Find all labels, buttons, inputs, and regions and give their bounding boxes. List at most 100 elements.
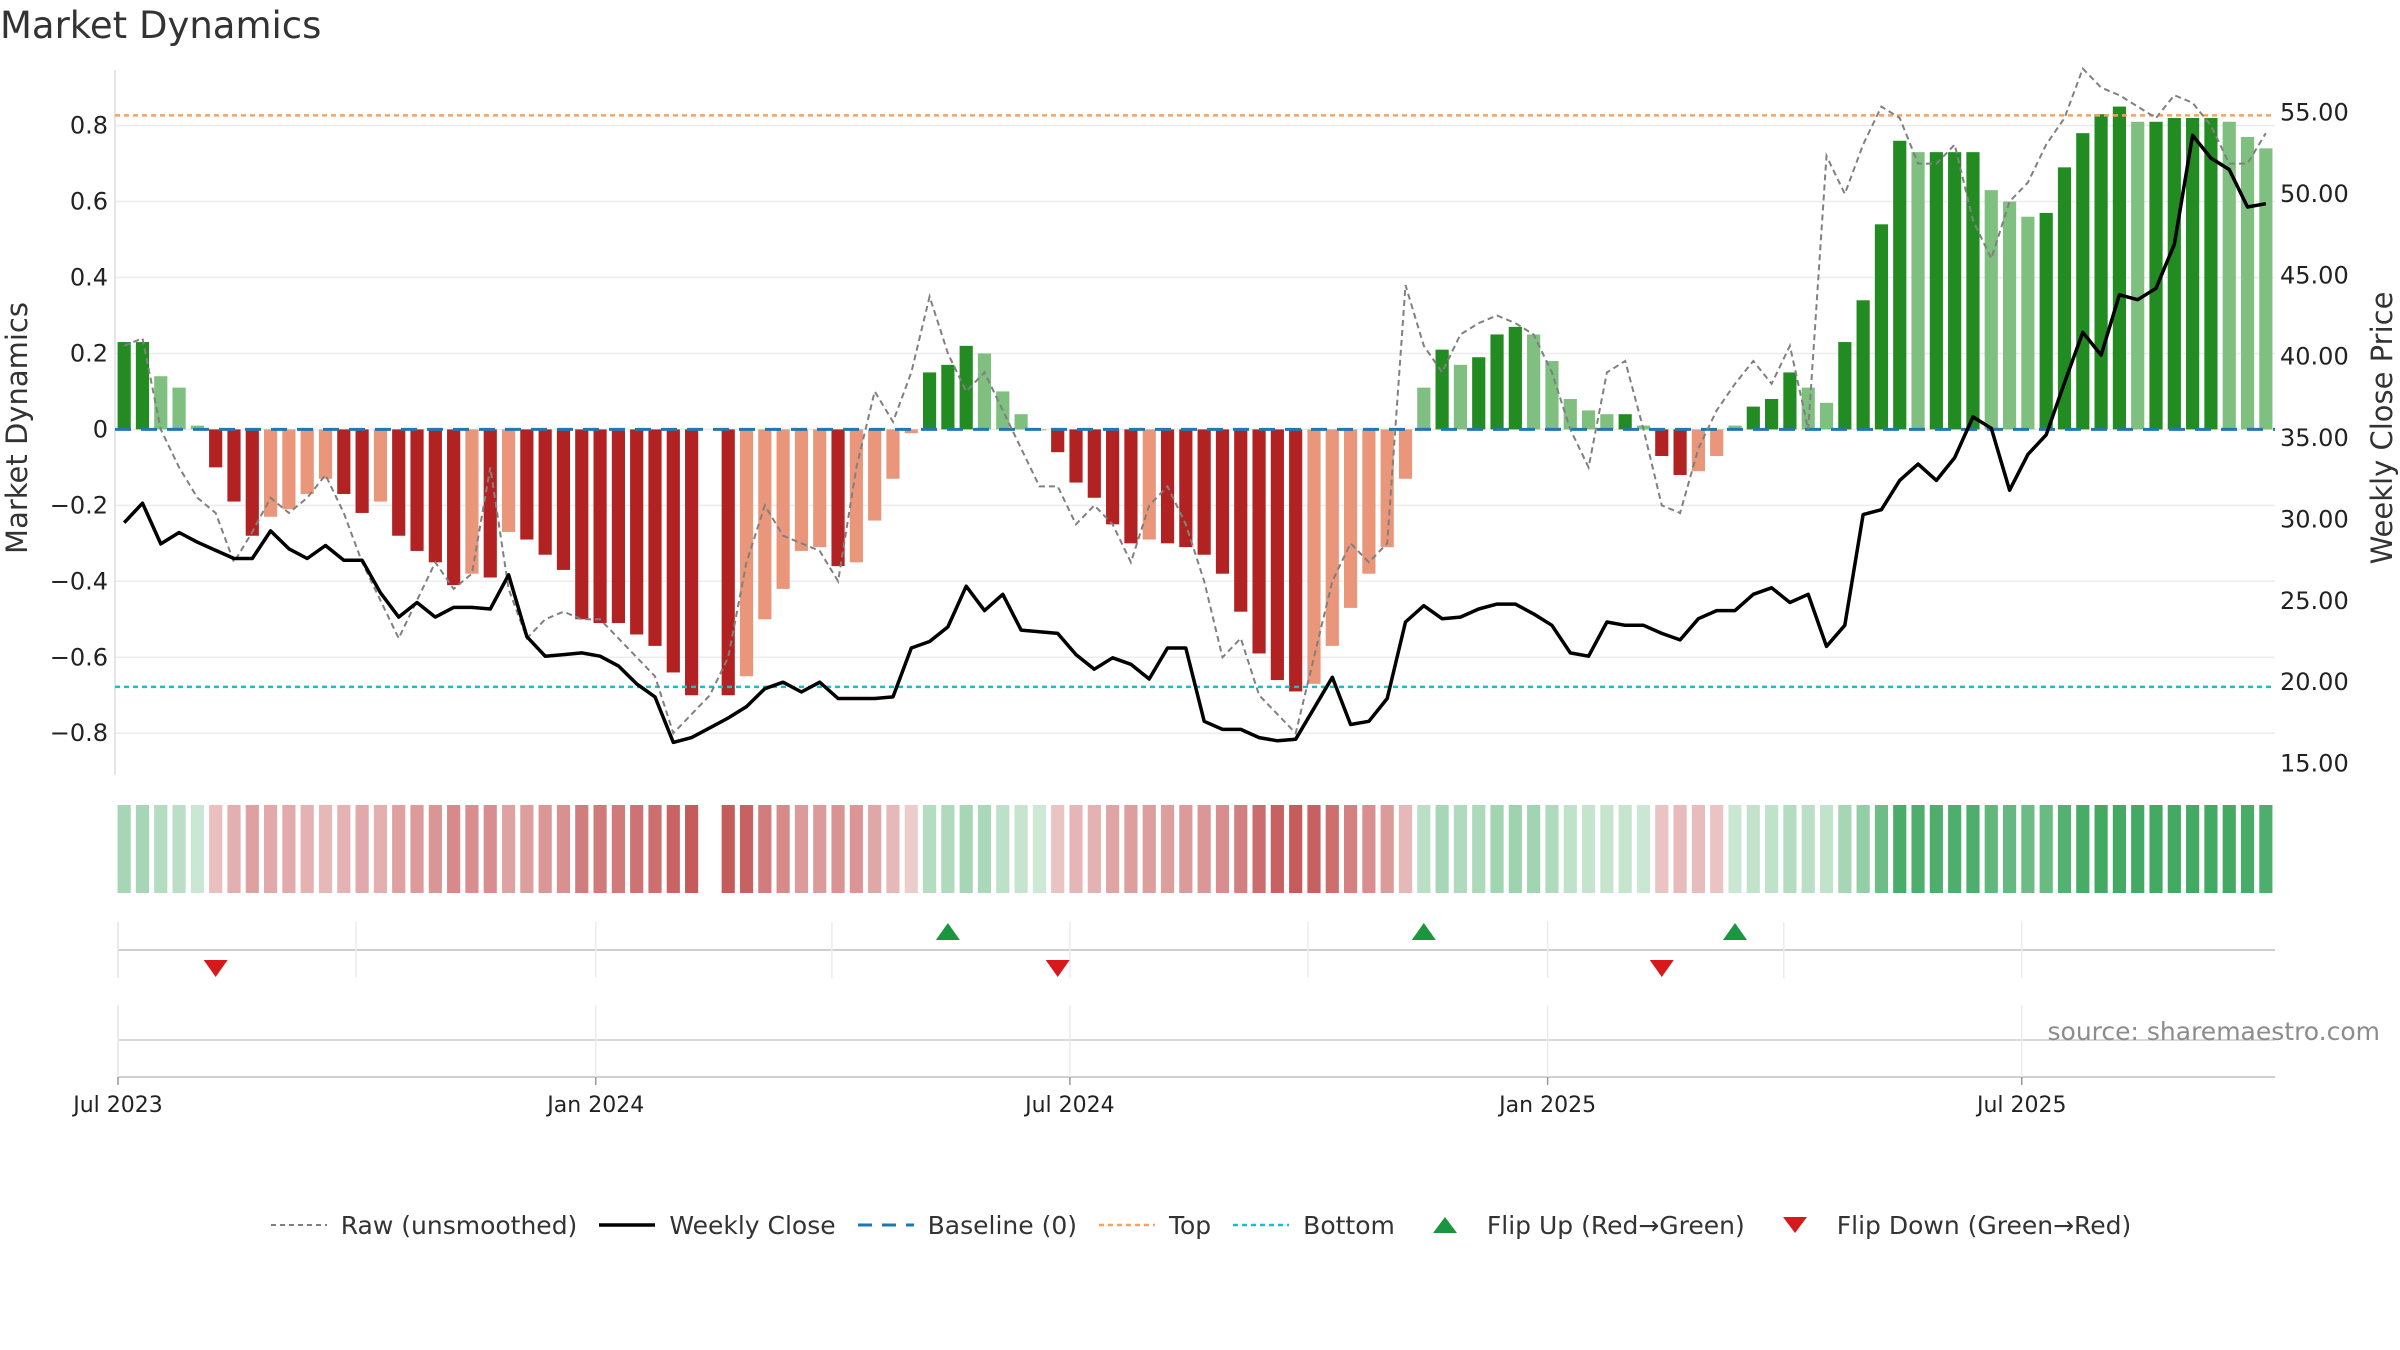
y-tick-label-right: 30.00 xyxy=(2280,505,2349,533)
heat-cell xyxy=(428,805,442,893)
triangle-down-icon xyxy=(1782,1217,1807,1233)
bar xyxy=(593,429,607,624)
y-tick-label-right: 55.00 xyxy=(2280,99,2349,127)
bar xyxy=(1435,349,1449,430)
heat-cell xyxy=(648,805,662,893)
legend-label: Bottom xyxy=(1303,1210,1395,1240)
heat-cell xyxy=(1472,805,1486,893)
bar xyxy=(1472,357,1486,430)
bar xyxy=(1398,429,1413,479)
bar xyxy=(1124,429,1138,544)
heat-cell xyxy=(1948,805,1962,893)
bar xyxy=(2076,133,2090,430)
weekly-close-series xyxy=(122,133,2267,745)
heat-cell xyxy=(575,805,589,893)
legend-item-close: Weekly Close xyxy=(597,1211,836,1240)
heat-cell xyxy=(483,805,497,893)
heat-cell xyxy=(904,805,918,893)
y-tick-label: 0.6 xyxy=(70,188,108,216)
bar xyxy=(483,429,497,578)
heat-cell xyxy=(1581,805,1596,893)
bar xyxy=(465,429,479,574)
heat-cell xyxy=(2094,805,2108,893)
bar xyxy=(1307,429,1321,684)
bar xyxy=(1051,429,1065,453)
heat-cell xyxy=(886,805,900,893)
bar xyxy=(1215,429,1230,574)
bar xyxy=(2149,121,2163,430)
heat-cell xyxy=(318,805,333,893)
heat-cell xyxy=(813,805,827,893)
bar xyxy=(1966,152,1980,430)
bar xyxy=(648,429,662,646)
heat-cell xyxy=(1289,805,1303,893)
bar xyxy=(813,429,827,548)
bar xyxy=(1179,429,1193,548)
bar xyxy=(1911,152,1925,430)
heat-cell xyxy=(1838,805,1852,893)
y-tick-label-right: 20.00 xyxy=(2280,668,2349,696)
bar xyxy=(1234,429,1248,612)
bar xyxy=(666,429,680,673)
y-axis-title-left: Market Dynamics xyxy=(0,302,34,554)
heat-cell xyxy=(2131,805,2145,893)
bar xyxy=(1069,429,1083,483)
bar xyxy=(190,425,204,430)
bar xyxy=(1014,414,1028,430)
bar xyxy=(630,429,644,635)
heat-cell xyxy=(1069,805,1083,893)
bar xyxy=(2002,201,2017,430)
y-tick-label: 0.8 xyxy=(70,112,108,140)
heat-cell xyxy=(1051,805,1065,893)
heat-cell xyxy=(1655,805,1669,893)
heat-cell xyxy=(941,805,955,893)
legend-item-raw: Raw (unsmoothed) xyxy=(269,1211,577,1240)
heat-cell xyxy=(1032,805,1046,893)
bar xyxy=(355,429,369,513)
heat-cell xyxy=(922,805,937,893)
y-tick-label-right: 35.00 xyxy=(2280,424,2349,452)
bar xyxy=(337,429,351,494)
source-note: source: sharemaestro.com xyxy=(2048,1017,2381,1046)
bar xyxy=(1691,429,1705,472)
bar xyxy=(849,429,863,563)
y-tick-label-right: 25.00 xyxy=(2280,587,2349,615)
y-tick-label-right: 40.00 xyxy=(2280,343,2349,371)
y-axis-right: 55.00 50.00 45.00 40.00 35.00 30.00 25.00 20.00… xyxy=(2280,99,2349,778)
bar xyxy=(209,429,223,468)
heat-cell xyxy=(1819,805,1834,893)
bar xyxy=(318,429,333,479)
heat-cell xyxy=(2039,805,2053,893)
bar xyxy=(1929,152,1943,430)
legend-label: Flip Down (Green→Red) xyxy=(1836,1210,2132,1240)
heat-cell xyxy=(538,805,552,893)
y-tick-label: −0.8 xyxy=(50,719,108,747)
heat-cell xyxy=(1710,805,1724,893)
flip-up-icon xyxy=(1411,923,1436,940)
heat-cell xyxy=(959,805,973,893)
bar xyxy=(1325,429,1339,646)
heat-cell xyxy=(2167,805,2181,893)
y-tick-label-right: 50.00 xyxy=(2280,180,2349,208)
heat-cell xyxy=(190,805,204,893)
bar xyxy=(300,429,314,494)
heat-cell xyxy=(2240,805,2255,893)
heat-cell xyxy=(1490,805,1504,893)
x-tick-label: Jul 2024 xyxy=(1023,1093,1115,1118)
heat-cell xyxy=(2222,805,2236,893)
heat-cell xyxy=(1746,805,1760,893)
heat-cell xyxy=(1929,805,1943,893)
bar xyxy=(1270,429,1284,681)
heat-cell xyxy=(758,805,772,893)
dashed-blue-line xyxy=(857,1223,914,1227)
heat-cell xyxy=(520,805,534,893)
bar xyxy=(1453,364,1468,430)
bar xyxy=(1289,429,1303,692)
bar xyxy=(1618,414,1632,430)
heat-cell xyxy=(1874,805,1889,893)
heat-cell xyxy=(501,805,516,893)
bar xyxy=(904,429,918,434)
heat-cell xyxy=(172,805,186,893)
bar xyxy=(1545,361,1559,430)
heat-cell xyxy=(2259,805,2273,893)
